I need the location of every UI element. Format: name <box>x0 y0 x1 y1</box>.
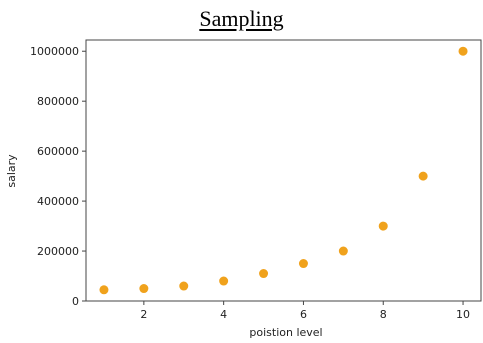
data-point <box>378 221 388 231</box>
data-point <box>139 284 149 294</box>
x-tick-label: 4 <box>220 308 227 321</box>
data-point <box>99 285 109 295</box>
data-point <box>338 246 348 256</box>
data-points <box>99 46 468 295</box>
x-tick-label: 8 <box>380 308 387 321</box>
x-tick-label: 10 <box>456 308 470 321</box>
y-tick-label: 800000 <box>37 95 79 108</box>
x-tick-label: 6 <box>300 308 307 321</box>
data-point <box>458 46 468 56</box>
data-point <box>418 171 428 181</box>
y-axis-label: salary <box>5 154 18 188</box>
y-tick-label: 0 <box>72 295 79 308</box>
data-point <box>259 269 269 279</box>
y-tick-label: 400000 <box>37 195 79 208</box>
x-axis-label: poistion level <box>249 326 322 339</box>
y-axis-ticks: 0 200000 400000 600000 800000 1000000 <box>30 45 86 308</box>
data-point <box>179 281 189 291</box>
plot-area-frame <box>85 39 482 302</box>
x-axis-ticks: 2 4 6 8 10 <box>140 301 470 321</box>
y-tick-label: 600000 <box>37 145 79 158</box>
data-point <box>298 259 308 269</box>
y-tick-label: 200000 <box>37 245 79 258</box>
y-tick-label: 1000000 <box>30 45 79 58</box>
data-point <box>219 276 229 286</box>
x-tick-label: 2 <box>140 308 147 321</box>
page-title: Sampling <box>199 6 284 31</box>
